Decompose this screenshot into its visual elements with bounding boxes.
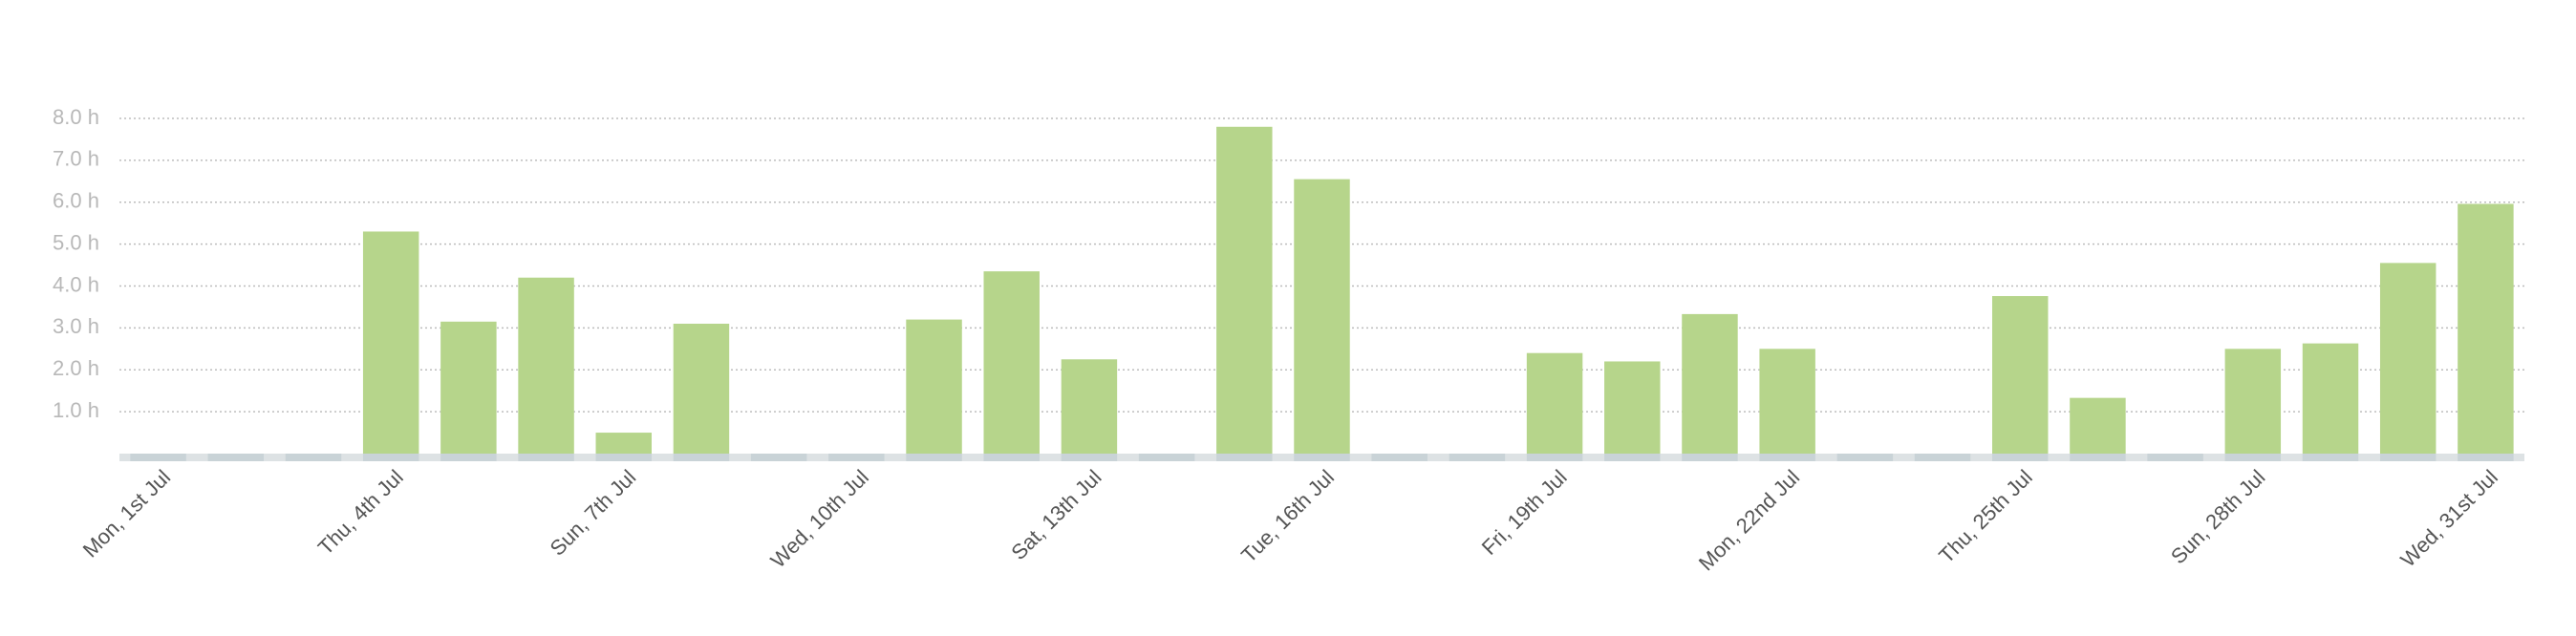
y-tick-label: 2.0 h (53, 356, 99, 380)
bar-foot (2302, 454, 2359, 461)
x-tick: Tue, 16th Jul (1236, 465, 1339, 567)
x-tick-label: Sat, 13th Jul (1006, 465, 1106, 564)
y-tick-label: 3.0 h (53, 314, 99, 338)
bar-foot (1526, 454, 1583, 461)
bar (2224, 349, 2282, 454)
bar-foot (1216, 454, 1273, 461)
bar-foot (440, 454, 497, 461)
x-tick: Mon, 22nd Jul (1694, 465, 1804, 575)
bar-foot (2224, 454, 2282, 461)
x-tick-label: Fri, 19th Jul (1477, 465, 1572, 560)
bar (1682, 313, 1738, 454)
bar (2379, 263, 2436, 454)
x-tick-label: Thu, 4th Jul (313, 465, 408, 560)
bar (673, 323, 730, 454)
bar (1138, 454, 1195, 461)
bar-foot (1682, 454, 1738, 461)
x-tick: Mon, 1st Jul (78, 465, 176, 562)
bar-foot (362, 454, 419, 461)
bar-foot (2070, 454, 2126, 461)
y-tick-label: 4.0 h (53, 272, 99, 296)
bar (1604, 361, 1661, 454)
x-tick-label: Tue, 16th Jul (1236, 465, 1339, 567)
y-tick-label: 7.0 h (53, 147, 99, 171)
bar (1992, 296, 2049, 454)
x-tick: Fri, 19th Jul (1477, 465, 1572, 560)
x-tick-label: Sun, 7th Jul (546, 465, 641, 561)
x-tick: Sat, 13th Jul (1006, 465, 1106, 564)
bar (1371, 454, 1428, 461)
x-tick-label: Sun, 28th Jul (2166, 465, 2269, 568)
bar (1294, 179, 1350, 454)
bar (2147, 454, 2203, 461)
bar (285, 454, 342, 461)
bar (1216, 126, 1273, 454)
x-tick-label: Wed, 10th Jul (765, 465, 873, 573)
x-tick-label: Wed, 31st Jul (2395, 465, 2502, 572)
x-tick: Thu, 25th Jul (1934, 465, 2037, 568)
y-tick-label: 8.0 h (53, 105, 99, 129)
y-tick-label: 1.0 h (53, 398, 99, 422)
bar (750, 454, 807, 461)
bar (1836, 454, 1894, 461)
bar-foot (595, 454, 652, 461)
bar-foot (906, 454, 962, 461)
x-tick-label: Mon, 1st Jul (78, 465, 176, 562)
bar (1759, 349, 1815, 454)
bar-foot (1759, 454, 1815, 461)
bar-foot (1604, 454, 1661, 461)
bar-foot (1061, 454, 1118, 461)
bar-foot (983, 454, 1040, 461)
bar (1449, 454, 1506, 461)
x-tick: Sun, 7th Jul (546, 465, 641, 561)
bar (1526, 352, 1583, 454)
bar (1914, 454, 1971, 461)
x-tick: Sun, 28th Jul (2166, 465, 2269, 568)
y-tick-label: 5.0 h (53, 230, 99, 254)
bar-foot (1992, 454, 2049, 461)
bar (983, 271, 1040, 454)
bar-foot (2458, 454, 2514, 461)
bar-foot (518, 454, 574, 461)
bar (2458, 203, 2514, 454)
bar (518, 277, 574, 454)
bar-foot (1294, 454, 1350, 461)
bar (828, 454, 885, 461)
bar-foot (673, 454, 730, 461)
bar (595, 433, 652, 454)
x-tick-label: Mon, 22nd Jul (1694, 465, 1804, 575)
bar (2302, 343, 2359, 454)
x-tick: Wed, 31st Jul (2395, 465, 2502, 572)
bar (207, 454, 265, 461)
x-tick-label: Thu, 25th Jul (1934, 465, 2037, 568)
bar (906, 319, 962, 454)
x-tick: Thu, 4th Jul (313, 465, 408, 560)
bar-foot (2379, 454, 2436, 461)
bar (2070, 397, 2126, 454)
bar (362, 231, 419, 454)
bar (1061, 359, 1118, 454)
bar (130, 454, 186, 461)
bar (440, 321, 497, 454)
x-tick: Wed, 10th Jul (765, 465, 873, 573)
y-tick-label: 6.0 h (53, 189, 99, 213)
